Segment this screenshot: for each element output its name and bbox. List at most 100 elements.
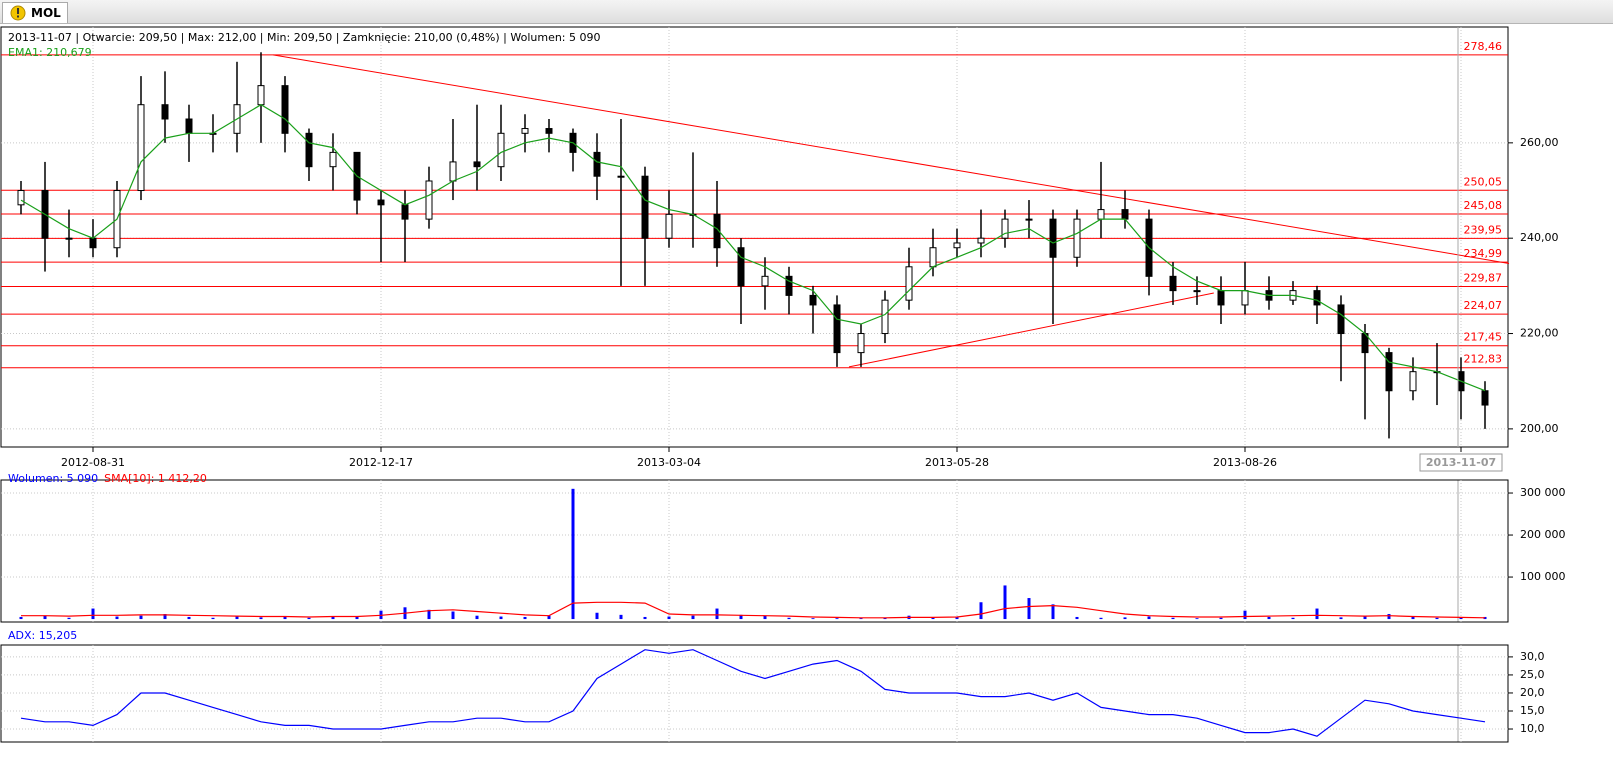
candle-body xyxy=(929,247,937,268)
candle-body xyxy=(953,242,961,249)
volume-bar xyxy=(1459,617,1463,620)
volume-bar xyxy=(1075,616,1079,620)
volume-bar xyxy=(811,618,815,620)
candle-body xyxy=(449,161,457,182)
tab-label: MOL xyxy=(31,6,61,20)
candle-body xyxy=(809,294,817,306)
candle-body xyxy=(617,175,625,178)
candle-body xyxy=(761,275,769,287)
panel-frame xyxy=(0,479,1509,623)
candle-body xyxy=(425,180,433,220)
candle-body xyxy=(1049,218,1057,258)
level-label: 224,07 xyxy=(1464,299,1503,312)
volume-bar xyxy=(355,616,359,620)
volume-bar xyxy=(1339,617,1343,620)
volume-bar xyxy=(91,608,95,620)
volume-bar xyxy=(1315,608,1319,620)
x-tick-label: 2013-03-04 xyxy=(637,456,701,469)
volume-bar xyxy=(1051,604,1055,620)
y-tick-label: 260,00 xyxy=(1520,136,1559,149)
volume-bar xyxy=(235,616,239,620)
volume-bar xyxy=(1411,616,1415,620)
volume-bar xyxy=(67,617,71,620)
candle-body xyxy=(737,247,745,287)
candle-body xyxy=(881,299,889,335)
candle-body xyxy=(857,333,865,354)
volume-bar xyxy=(499,616,503,620)
candle-body xyxy=(1073,218,1081,258)
candle-body xyxy=(833,304,841,354)
volume-bar xyxy=(475,615,479,620)
volume-bar xyxy=(595,612,599,620)
volume-bar xyxy=(667,616,671,620)
indicator-line xyxy=(20,649,1486,737)
candle-body xyxy=(137,104,145,192)
y-tick-label: 220,00 xyxy=(1520,327,1559,340)
volume-bar xyxy=(715,608,719,620)
candle-body xyxy=(1097,209,1105,220)
candle-body xyxy=(1001,218,1009,239)
y-tick-label: 200,00 xyxy=(1520,422,1559,435)
volume-bar xyxy=(619,614,623,620)
candle-body xyxy=(1193,290,1201,293)
level-label: 212,83 xyxy=(1464,353,1503,366)
volume-bar xyxy=(643,616,647,620)
candle-body xyxy=(1241,290,1249,306)
candle-body xyxy=(1385,352,1393,392)
indicator-line xyxy=(21,601,1486,619)
volume-bar xyxy=(1123,617,1127,620)
volume-bar xyxy=(763,615,767,620)
panel-frame xyxy=(0,644,1509,743)
trend-line xyxy=(848,292,1214,368)
y-tick-label: 25,0 xyxy=(1520,668,1545,681)
volume-bar xyxy=(931,617,935,620)
y-tick-label: 30,0 xyxy=(1520,650,1545,663)
candle-body xyxy=(305,132,313,168)
x-tick-label: 2012-12-17 xyxy=(349,456,413,469)
volume-bar xyxy=(331,616,335,620)
candle-body xyxy=(1169,275,1177,292)
volume-bar xyxy=(859,618,863,620)
candle-body xyxy=(1121,209,1129,220)
volume-bar xyxy=(979,602,983,620)
trend-line xyxy=(272,54,1510,264)
x-tick-label: 2013-05-28 xyxy=(925,456,989,469)
legend-label: SMA[10]: 1 412,20 xyxy=(104,472,207,485)
candle-body xyxy=(665,213,673,239)
candle-body xyxy=(473,161,481,168)
volume-bar xyxy=(187,616,191,620)
candle-body xyxy=(521,128,529,134)
volume-bar xyxy=(1387,614,1391,620)
candle-body xyxy=(281,85,289,134)
candle-body xyxy=(1313,290,1321,306)
volume-bar xyxy=(1483,616,1487,620)
candle-body xyxy=(1217,290,1225,306)
candle-body xyxy=(329,151,337,168)
volume-bar xyxy=(955,616,959,620)
volume-bar xyxy=(1243,610,1247,620)
volume-bar xyxy=(427,609,431,620)
candle-body xyxy=(1481,390,1489,406)
y-tick-label: 15,0 xyxy=(1520,704,1545,717)
volume-bar xyxy=(451,611,455,620)
candle-body xyxy=(377,199,385,206)
volume-bar xyxy=(691,615,695,620)
y-tick-label: 100 000 xyxy=(1520,570,1566,583)
y-tick-label: 10,0 xyxy=(1520,722,1545,735)
y-tick-label: 20,0 xyxy=(1520,686,1545,699)
cursor-date-box xyxy=(1419,453,1503,472)
volume-bar xyxy=(571,488,575,620)
candle-body xyxy=(1337,304,1345,335)
volume-bar xyxy=(1147,616,1151,620)
header-info: 2013-11-07 | Otwarcie: 209,50 | Max: 212… xyxy=(8,31,601,44)
tab[interactable]: MOL xyxy=(2,2,68,23)
level-label: 278,46 xyxy=(1464,40,1503,53)
warning-icon xyxy=(10,5,26,21)
volume-bar xyxy=(1219,617,1223,620)
candle-body xyxy=(65,237,73,240)
candle-body xyxy=(977,237,985,244)
candle-body xyxy=(713,213,721,249)
volume-bar xyxy=(307,617,311,620)
candle-body xyxy=(1025,218,1033,221)
